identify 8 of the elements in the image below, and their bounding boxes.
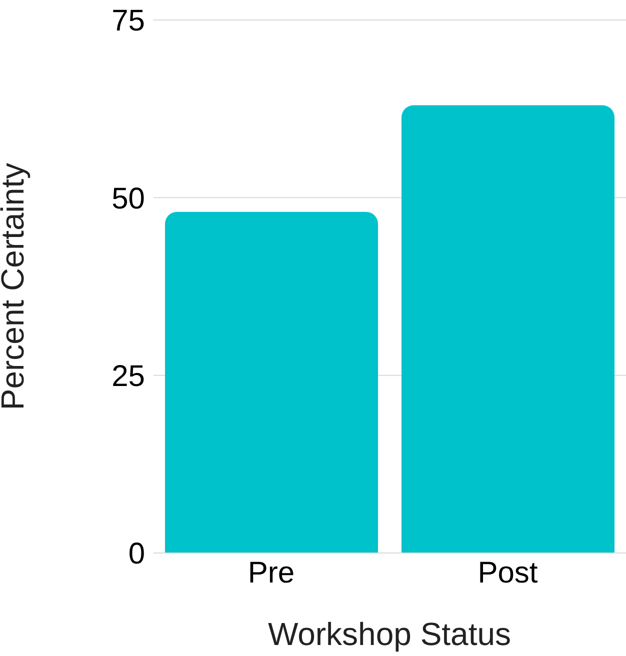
x-axis-title: Workshop Status bbox=[268, 616, 512, 652]
x-tick-label: Post bbox=[478, 556, 538, 590]
x-tick-label: Pre bbox=[248, 556, 295, 590]
y-tick-label: 0 bbox=[128, 538, 145, 571]
y-axis-title: Percent Certainty bbox=[0, 162, 30, 410]
y-tick-label: 25 bbox=[112, 360, 145, 393]
y-tick-label: 50 bbox=[112, 182, 145, 216]
y-tick-label: 75 bbox=[112, 4, 145, 38]
